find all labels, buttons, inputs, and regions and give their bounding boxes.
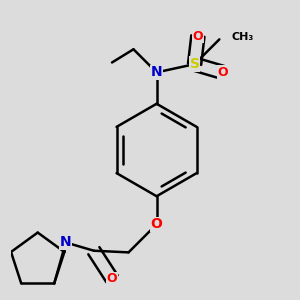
Text: O: O xyxy=(217,66,228,79)
Text: N: N xyxy=(151,65,162,80)
Text: N: N xyxy=(60,236,72,250)
Text: O: O xyxy=(193,30,203,43)
Text: CH₃: CH₃ xyxy=(232,32,254,42)
Text: S: S xyxy=(190,57,200,71)
Text: O: O xyxy=(151,217,163,231)
Text: O: O xyxy=(107,272,117,285)
